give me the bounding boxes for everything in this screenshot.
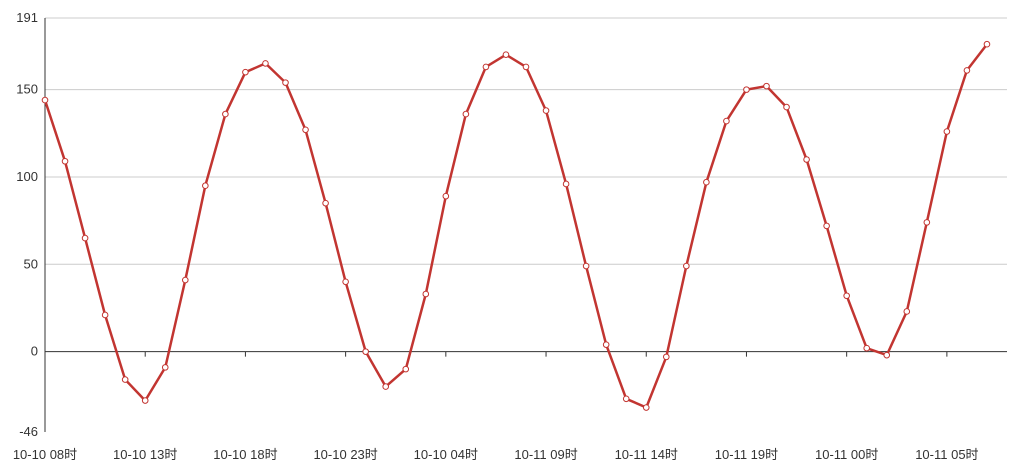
data-point [382, 383, 390, 390]
data-point [783, 103, 790, 111]
y-tick-label: 150 [16, 82, 38, 97]
data-point [562, 180, 570, 188]
data-point [121, 376, 129, 383]
y-tick-label: 0 [31, 344, 38, 359]
y-tick-label: -46 [19, 424, 38, 439]
x-tick-label: 10-11 05时 [915, 447, 978, 462]
data-point [983, 40, 991, 48]
x-tick-label: 10-10 18时 [213, 447, 277, 462]
series-line [43, 43, 988, 409]
data-point [41, 96, 49, 104]
x-tick-label: 10-11 14时 [615, 447, 678, 462]
x-tick-label: 10-11 00时 [815, 447, 878, 462]
data-point [482, 63, 490, 71]
x-tick-label: 10-11 09时 [514, 447, 577, 462]
data-point [943, 128, 951, 135]
x-tick-label: 10-11 19时 [715, 447, 778, 462]
data-point [141, 397, 149, 404]
data-point [642, 404, 650, 411]
data-point [662, 353, 670, 361]
data-point [322, 199, 329, 207]
x-tick-label: 10-10 23时 [313, 447, 377, 462]
data-point [181, 276, 189, 284]
y-tick-label: 191 [16, 10, 38, 25]
data-point [362, 348, 369, 355]
data-point [101, 311, 109, 319]
data-point [422, 290, 430, 298]
data-point [723, 117, 730, 125]
x-tick-label: 10-10 08时 [13, 447, 77, 462]
data-point [442, 192, 450, 200]
data-point [763, 82, 770, 90]
y-tick-label: 100 [16, 169, 38, 184]
data-point [743, 86, 750, 93]
series-layer [41, 40, 991, 411]
x-tick-label: 10-10 13时 [113, 447, 177, 462]
data-point [703, 178, 710, 186]
data-point [262, 60, 269, 67]
data-point [683, 262, 690, 270]
data-point [242, 68, 249, 76]
data-point [582, 262, 590, 270]
data-point [202, 182, 209, 189]
data-point [61, 157, 69, 165]
data-point [302, 126, 309, 134]
data-point [843, 292, 850, 300]
gridlines [45, 17, 1007, 265]
data-point [161, 364, 169, 371]
data-point [863, 344, 871, 352]
data-point [342, 278, 349, 286]
data-point [823, 222, 830, 230]
data-point [803, 156, 810, 163]
y-tick-label: 50 [24, 256, 38, 271]
data-point [963, 67, 971, 74]
x-tick-label: 10-10 04时 [414, 447, 478, 462]
data-point [883, 351, 891, 359]
axes: -46 0 50 100 150 191 10-10 08时 10-10 13时 10-10 1… [13, 10, 1007, 462]
data-point [622, 395, 630, 403]
data-point [923, 219, 931, 226]
data-point [602, 341, 610, 348]
data-point [542, 107, 550, 114]
data-point [81, 234, 89, 242]
data-point [282, 79, 289, 86]
data-point [402, 365, 410, 373]
data-point [462, 110, 470, 118]
data-point [222, 110, 229, 118]
data-point [903, 308, 911, 315]
data-point [502, 51, 510, 58]
data-point [522, 63, 530, 71]
